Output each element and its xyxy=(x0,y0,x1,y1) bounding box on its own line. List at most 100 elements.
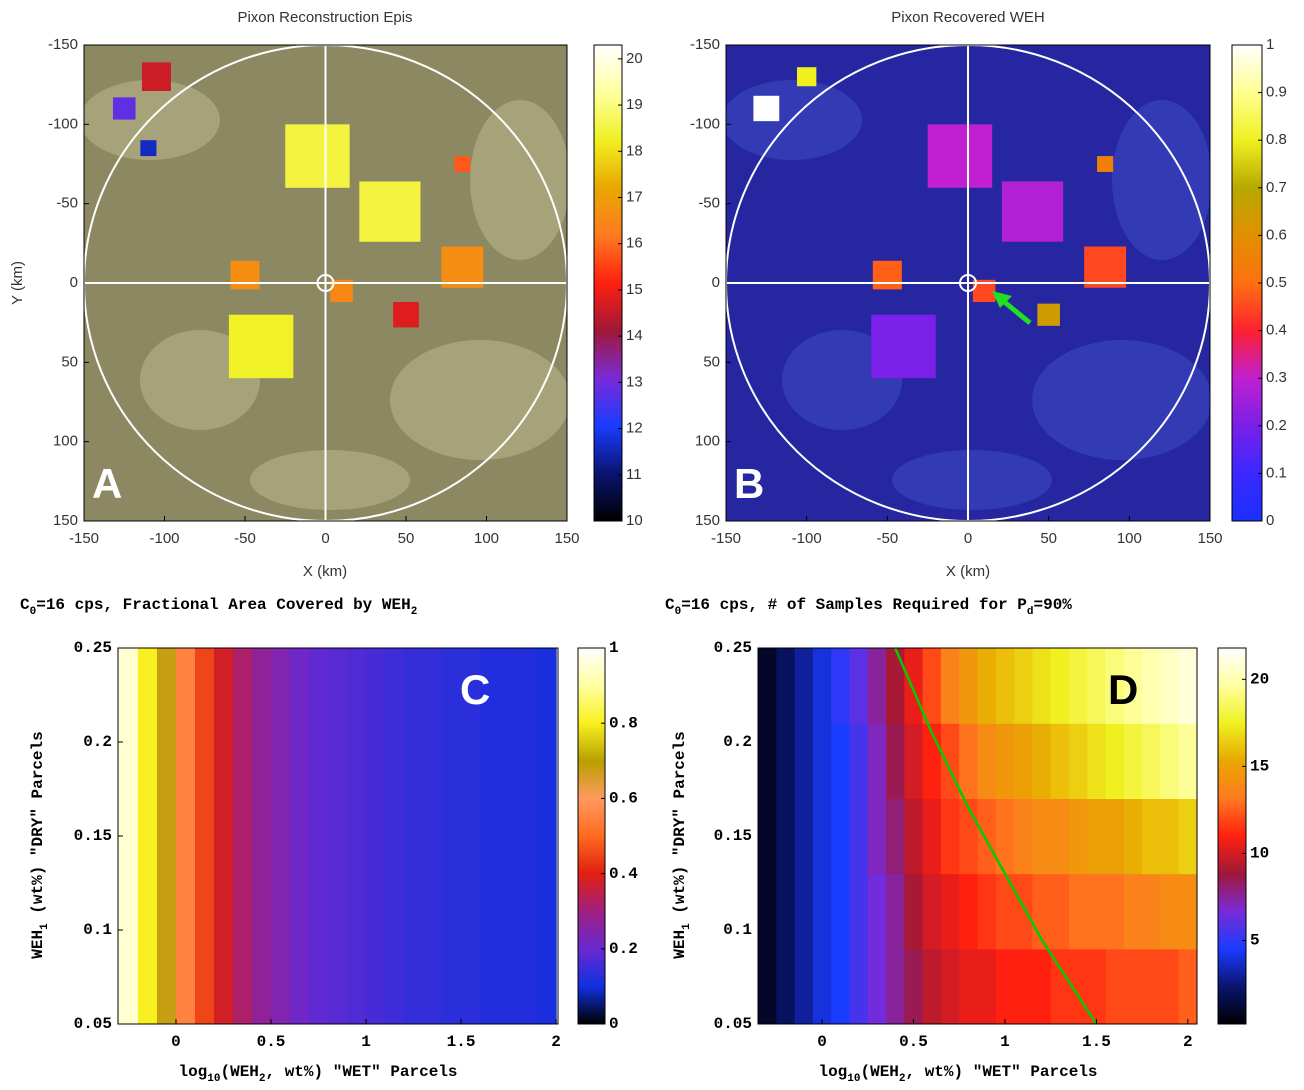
heat-cell xyxy=(1087,948,1107,1024)
y-axis-label: WEH1 (wt%) "DRY" Parcels xyxy=(29,731,51,958)
x-tick-label: -50 xyxy=(876,530,898,547)
colorbar-tick-label: 15 xyxy=(1250,758,1269,776)
colorbar-tick-label: 10 xyxy=(1250,845,1269,863)
heat-cell xyxy=(1105,648,1125,724)
heat-column xyxy=(385,648,405,1024)
heat-cell xyxy=(867,873,887,950)
y-axis-label: Y (km) xyxy=(9,261,26,305)
heat-cell xyxy=(849,798,869,875)
y-tick-label: 0.1 xyxy=(83,921,112,939)
colorbar-tick-label: 0.6 xyxy=(1266,226,1287,243)
colorbar-tick-label: 0.9 xyxy=(1266,84,1287,101)
heat-cell xyxy=(758,798,777,875)
x-tick-label: 0 xyxy=(171,1033,181,1051)
x-tick-label: 0.5 xyxy=(257,1033,286,1051)
x-tick-label: 150 xyxy=(554,530,579,547)
heat-cell xyxy=(995,648,1015,724)
heat-cell xyxy=(867,648,887,724)
chart-title-part: C xyxy=(665,596,675,614)
heat-column xyxy=(347,648,367,1024)
chart-title: Pixon Recovered WEH xyxy=(891,9,1044,26)
blob xyxy=(112,97,136,120)
heat-cell xyxy=(904,648,924,724)
y-tick-label: 0.1 xyxy=(723,921,752,939)
blob xyxy=(230,260,260,290)
heat-cell xyxy=(1160,648,1180,724)
colorbar-tick-label: 0.2 xyxy=(609,940,638,958)
plot-data xyxy=(118,648,557,1024)
heat-cell xyxy=(1087,648,1107,724)
x-tick-label: 1.5 xyxy=(1082,1033,1111,1051)
heat-cell xyxy=(794,648,814,724)
heat-column xyxy=(156,648,177,1024)
x-tick-label: 1.5 xyxy=(447,1033,476,1051)
heat-cell xyxy=(849,948,869,1024)
heat-column xyxy=(537,648,557,1024)
colorbar-tick-label: 1 xyxy=(609,639,619,657)
colorbar-tick-label: 10 xyxy=(626,512,643,529)
x-tick-label: 0 xyxy=(817,1033,827,1051)
heat-cell xyxy=(1123,723,1143,799)
heat-cell xyxy=(1123,798,1143,875)
colorbar-tick-label: 19 xyxy=(626,96,643,113)
y-axis-label-part: (wt%) "DRY" Parcels xyxy=(29,731,47,923)
y-tick-label: -100 xyxy=(48,115,78,132)
chart-title-part: =90% xyxy=(1033,596,1072,614)
chart-title: C0=16 cps, Fractional Area Covered by WE… xyxy=(20,596,417,618)
plot-data xyxy=(112,62,484,379)
x-axis-label-part: 2 xyxy=(899,1073,906,1085)
plot-data xyxy=(753,67,1127,379)
heat-cell xyxy=(794,798,814,875)
heat-cell xyxy=(831,798,851,875)
heat-cell xyxy=(867,798,887,875)
heat-cell xyxy=(867,723,887,799)
heat-cell xyxy=(1087,798,1107,875)
heat-cell xyxy=(1142,798,1162,875)
heat-column xyxy=(290,648,310,1024)
y-tick-label: 150 xyxy=(695,512,720,529)
x-axis-label-part: 10 xyxy=(847,1073,860,1085)
blob xyxy=(359,181,421,242)
x-tick-label: 2 xyxy=(551,1033,561,1051)
heat-cell xyxy=(1123,948,1143,1024)
y-tick-label: 150 xyxy=(53,512,78,529)
heat-cell xyxy=(922,948,942,1024)
heat-cell xyxy=(940,873,960,950)
y-tick-label: 0 xyxy=(70,274,78,291)
colorbar-tick-label: 18 xyxy=(626,142,643,159)
x-tick-label: 2 xyxy=(1183,1033,1193,1051)
heat-cell xyxy=(1178,798,1197,875)
heat-column xyxy=(232,648,253,1024)
heat-cell xyxy=(1178,648,1197,724)
heat-cell xyxy=(1142,948,1162,1024)
heat-cell xyxy=(776,948,796,1024)
heat-cell xyxy=(1142,723,1162,799)
panel-label: C xyxy=(460,666,490,713)
x-axis-label: log10(WEH2, wt%) "WET" Parcels xyxy=(818,1063,1097,1085)
y-tick-label: -100 xyxy=(690,115,720,132)
heat-cell xyxy=(1087,873,1107,950)
heat-cell xyxy=(922,798,942,875)
blob xyxy=(872,260,902,290)
heat-cell xyxy=(758,873,777,950)
colorbar-tick-label: 0.7 xyxy=(1266,179,1287,196)
heat-column xyxy=(518,648,538,1024)
heat-cell xyxy=(904,723,924,799)
x-axis-label-part: , wt%) "WET" Parcels xyxy=(266,1063,458,1081)
heat-cell xyxy=(977,648,997,724)
heat-column xyxy=(137,648,158,1024)
colorbar-tick-label: 20 xyxy=(626,50,643,67)
heat-column xyxy=(194,648,215,1024)
panel-label: D xyxy=(1108,666,1138,713)
x-axis-label: X (km) xyxy=(303,563,347,580)
heat-cell xyxy=(1160,798,1180,875)
heat-cell xyxy=(1068,873,1088,950)
y-tick-label: 0.05 xyxy=(74,1015,112,1033)
y-axis-label-part: 1 xyxy=(681,923,693,930)
heat-cell xyxy=(812,948,832,1024)
blob xyxy=(330,279,353,303)
heat-cell xyxy=(1068,798,1088,875)
colorbar xyxy=(1231,44,1263,522)
blob xyxy=(1037,303,1060,326)
x-axis-label-part: 10 xyxy=(207,1073,220,1085)
